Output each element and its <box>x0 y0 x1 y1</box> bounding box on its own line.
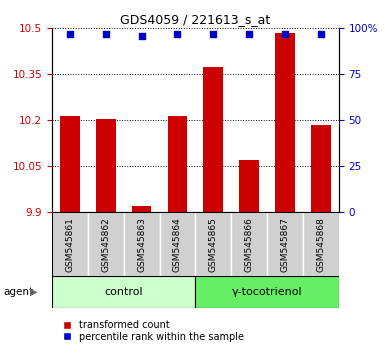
Point <box>246 31 252 37</box>
Text: GSM545861: GSM545861 <box>65 217 74 272</box>
Text: GSM545864: GSM545864 <box>173 217 182 272</box>
Bar <box>239 160 259 212</box>
Point <box>318 31 324 37</box>
Bar <box>52 276 195 308</box>
Point <box>174 31 181 37</box>
Bar <box>195 276 339 308</box>
Text: GSM545863: GSM545863 <box>137 217 146 272</box>
Point <box>67 31 73 37</box>
Bar <box>132 206 151 212</box>
Text: control: control <box>104 287 143 297</box>
Point <box>139 33 145 39</box>
Text: ▶: ▶ <box>30 287 37 297</box>
Bar <box>231 212 267 276</box>
Title: GDS4059 / 221613_s_at: GDS4059 / 221613_s_at <box>120 13 271 26</box>
Bar <box>203 67 223 212</box>
Bar <box>311 125 331 212</box>
Text: GSM545865: GSM545865 <box>209 217 218 272</box>
Text: GSM545866: GSM545866 <box>244 217 254 272</box>
Bar <box>167 116 187 212</box>
Point <box>210 31 216 37</box>
Bar <box>52 212 88 276</box>
Text: agent: agent <box>4 287 34 297</box>
Bar <box>96 119 115 212</box>
Bar <box>195 212 231 276</box>
Text: γ-tocotrienol: γ-tocotrienol <box>232 287 302 297</box>
Legend: transformed count, percentile rank within the sample: transformed count, percentile rank withi… <box>57 320 244 342</box>
Bar <box>88 212 124 276</box>
Bar <box>124 212 159 276</box>
Bar <box>275 33 295 212</box>
Text: GSM545868: GSM545868 <box>316 217 325 272</box>
Point <box>103 31 109 37</box>
Point <box>282 31 288 37</box>
Bar <box>303 212 339 276</box>
Text: GSM545862: GSM545862 <box>101 217 110 272</box>
Bar <box>60 116 80 212</box>
Bar <box>267 212 303 276</box>
Text: GSM545867: GSM545867 <box>281 217 290 272</box>
Bar <box>159 212 196 276</box>
